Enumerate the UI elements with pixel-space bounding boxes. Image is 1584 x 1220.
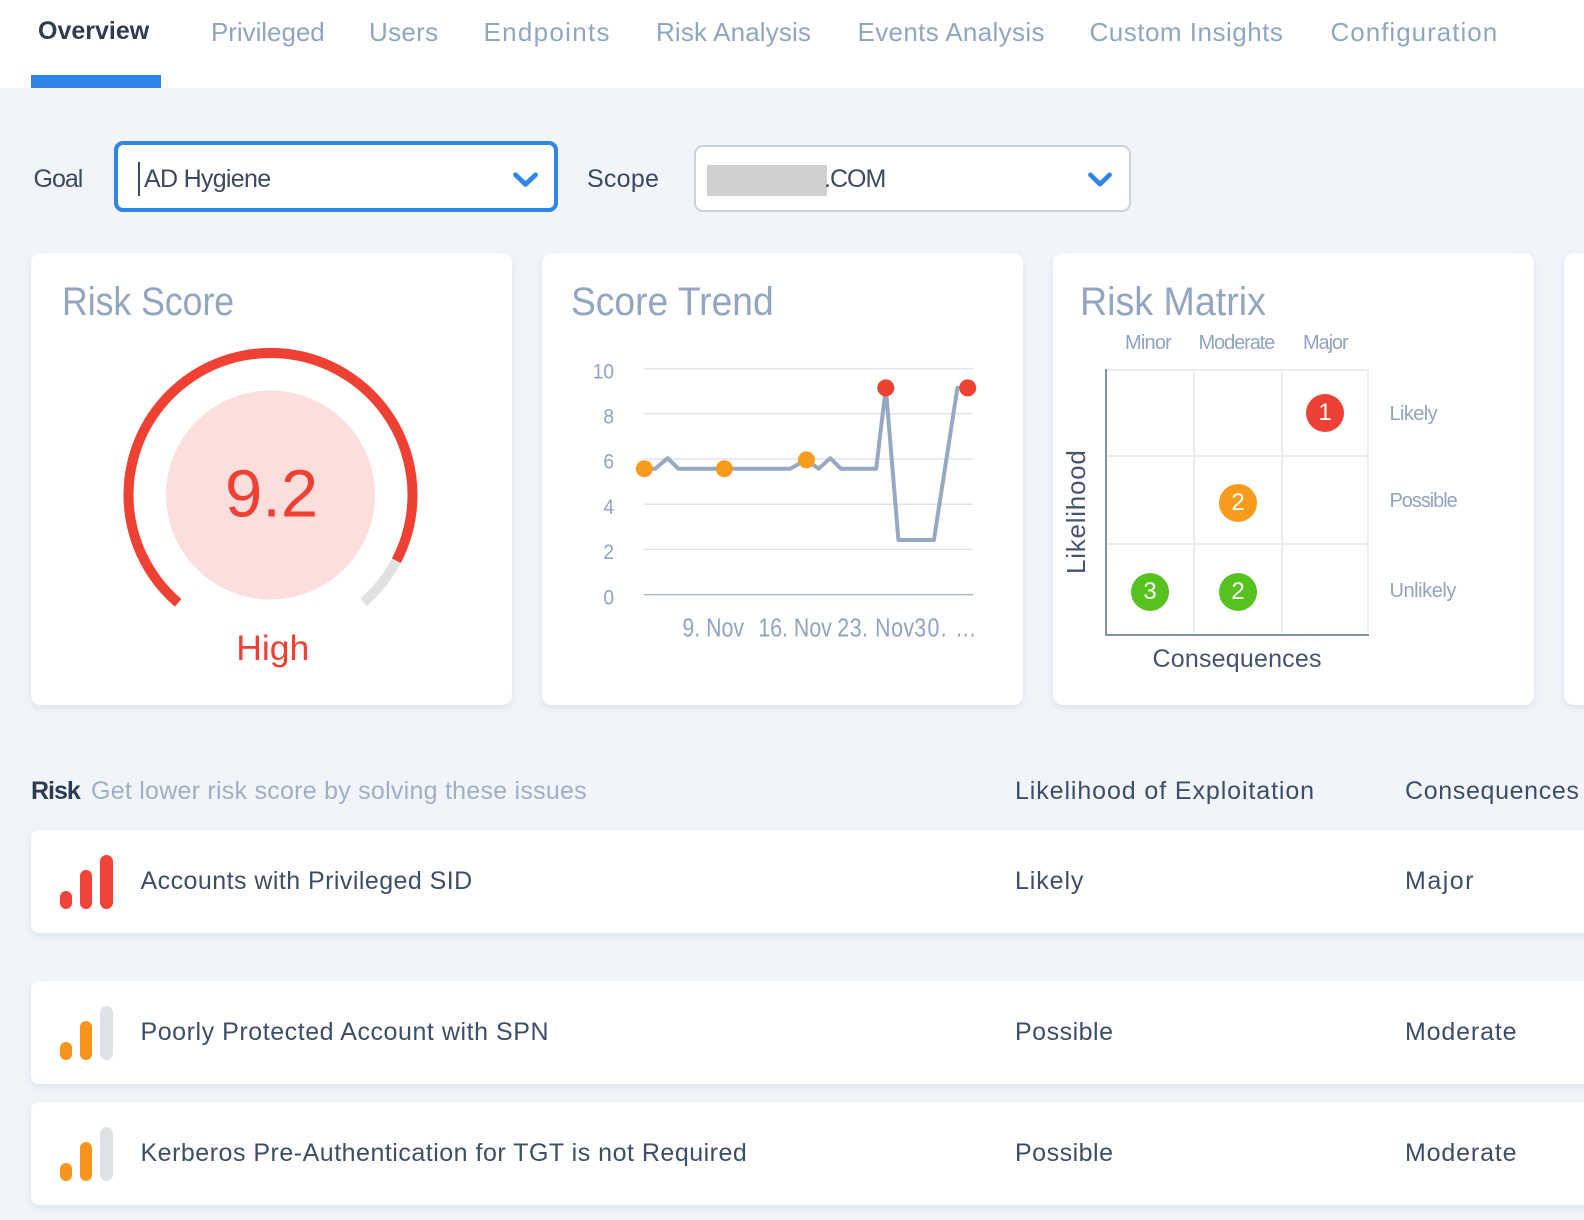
svg-text:10: 10 <box>593 360 614 383</box>
svg-text:0: 0 <box>603 586 614 609</box>
svg-text:2: 2 <box>603 541 614 564</box>
svg-text:6: 6 <box>603 451 614 474</box>
svg-text:4: 4 <box>603 496 614 519</box>
svg-text:16. Nov: 16. Nov <box>758 613 832 643</box>
svg-text:9. Nov: 9. Nov <box>682 613 744 643</box>
svg-text:8: 8 <box>603 406 614 429</box>
svg-text:9.2: 9.2 <box>225 457 318 532</box>
svg-text:23. Nov: 23. Nov <box>837 613 914 643</box>
svg-text:High: High <box>236 628 309 668</box>
svg-text:30. …: 30. … <box>914 613 977 643</box>
